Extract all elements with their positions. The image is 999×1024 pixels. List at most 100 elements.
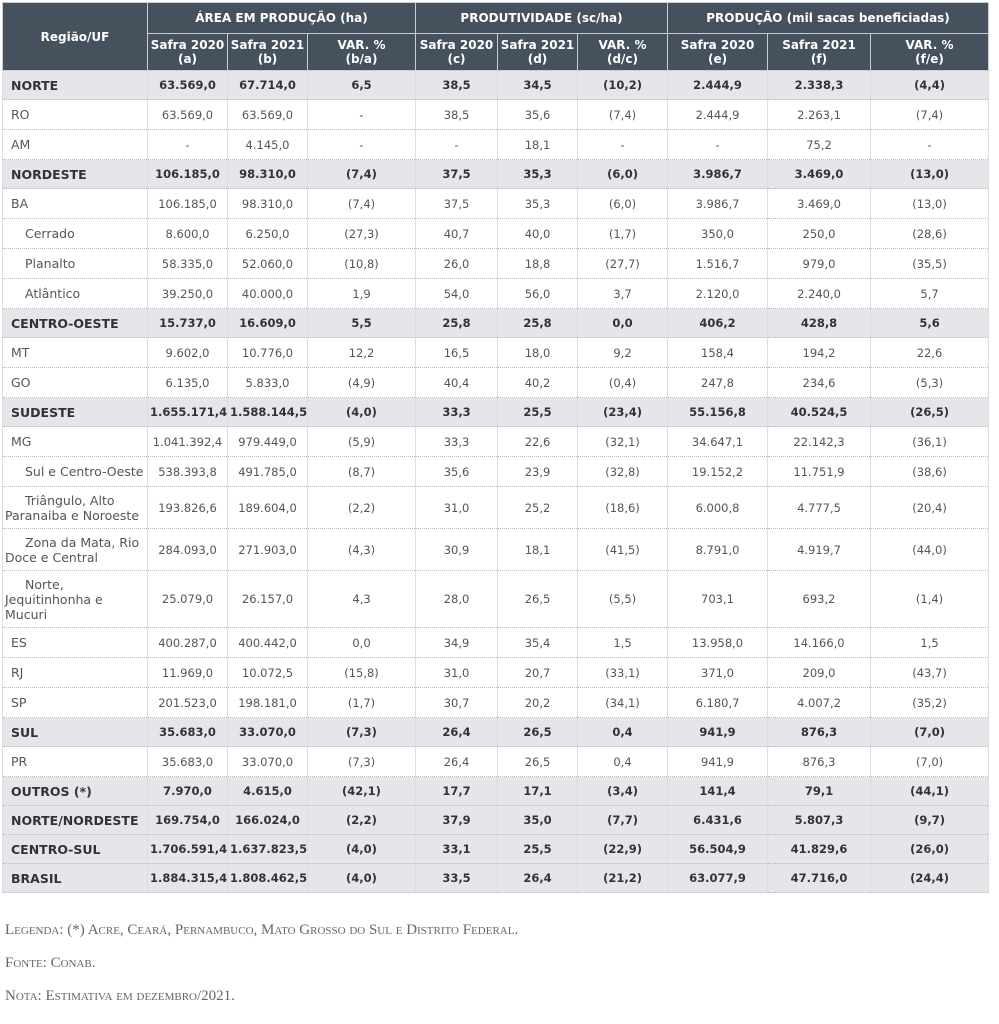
table-notes: Legenda: (*) Acre, Ceará, Pernambuco, Ma… bbox=[5, 922, 518, 1021]
value-cell: 10.776,0 bbox=[227, 337, 308, 368]
value-cell: 6.180,7 bbox=[667, 687, 769, 718]
table-row: CENTRO-OESTE 15.737,0 16.609,0 5,5 25,8 25,8 0… bbox=[2, 308, 990, 338]
value-cell: 5.833,0 bbox=[227, 367, 308, 398]
value-cell: (2,2) bbox=[307, 486, 416, 529]
value-cell: 2.338,3 bbox=[767, 70, 872, 100]
value-cell: - bbox=[870, 129, 990, 160]
value-cell: (7,4) bbox=[307, 159, 416, 189]
value-cell: 538.393,8 bbox=[147, 456, 228, 487]
value-cell: (7,3) bbox=[307, 717, 416, 747]
value-cell: 189.604,0 bbox=[227, 486, 308, 529]
value-cell: 703,1 bbox=[667, 570, 769, 628]
value-cell: (28,6) bbox=[870, 218, 990, 249]
value-cell: 2.444,9 bbox=[667, 70, 769, 100]
region-cell: Zona da Mata, Rio Doce e Central bbox=[2, 528, 148, 571]
value-cell: 40,0 bbox=[497, 218, 578, 249]
value-cell: 40,7 bbox=[415, 218, 498, 249]
value-cell: 35.683,0 bbox=[147, 746, 228, 777]
region-cell: SUL bbox=[2, 717, 148, 747]
table-row: BA 106.185,0 98.310,0 (7,4) 37,5 35,3 (6,0) 3.9… bbox=[2, 188, 990, 219]
value-cell: 39.250,0 bbox=[147, 278, 228, 309]
value-cell: 16,5 bbox=[415, 337, 498, 368]
value-cell: 40.524,5 bbox=[767, 397, 872, 427]
production-group-header: PRODUÇÃO (mil sacas beneficiadas) bbox=[667, 2, 990, 34]
value-cell: - bbox=[576, 129, 669, 160]
value-cell: (36,1) bbox=[870, 426, 990, 457]
value-cell: 20,2 bbox=[497, 687, 578, 718]
value-cell: (1,4) bbox=[870, 570, 990, 628]
estimate-note: Nota: Estimativa em dezembro/2021. bbox=[5, 988, 235, 1004]
value-cell: 17,7 bbox=[415, 776, 498, 806]
value-cell: 5,6 bbox=[870, 308, 990, 338]
table-row: RJ 11.969,0 10.072,5 (15,8) 31,0 20,7 (33,1) 37… bbox=[2, 657, 990, 688]
value-cell: 33.070,0 bbox=[227, 746, 308, 777]
value-cell: (7,4) bbox=[576, 99, 669, 130]
value-cell: 876,3 bbox=[767, 746, 872, 777]
value-cell: 35,6 bbox=[415, 456, 498, 487]
value-cell: 3.986,7 bbox=[667, 188, 769, 219]
table-row: BRASIL 1.884.315,4 1.808.462,5 (4,0) 33,5 26,… bbox=[2, 863, 990, 893]
region-cell: RO bbox=[2, 99, 148, 130]
value-cell: (20,4) bbox=[870, 486, 990, 529]
value-cell: 1.655.171,4 bbox=[147, 397, 228, 427]
value-cell: 1,5 bbox=[576, 627, 669, 658]
value-cell: 3.469,0 bbox=[767, 159, 872, 189]
value-cell: (7,3) bbox=[307, 746, 416, 777]
value-cell: 26,5 bbox=[497, 570, 578, 628]
subcolumn-header-line: (c) bbox=[447, 52, 466, 66]
value-cell: 41.829,6 bbox=[767, 834, 872, 864]
source-note: Fonte: Conab. bbox=[5, 955, 96, 971]
value-cell: - bbox=[307, 129, 416, 160]
value-cell: (4,0) bbox=[307, 834, 416, 864]
value-cell: 31,0 bbox=[415, 657, 498, 688]
table-row: NORTE/NORDESTE 169.754,0 166.024,0 (2,2) 37,… bbox=[2, 805, 990, 835]
value-cell: (44,1) bbox=[870, 776, 990, 806]
value-cell: 25,8 bbox=[415, 308, 498, 338]
value-cell: - bbox=[307, 99, 416, 130]
subcolumn-header: Safra 2021 (b) bbox=[227, 33, 308, 71]
subcolumn-header-line: (b) bbox=[257, 52, 278, 66]
value-cell: 63.077,9 bbox=[667, 863, 769, 893]
value-cell: (42,1) bbox=[307, 776, 416, 806]
region-cell: NORDESTE bbox=[2, 159, 148, 189]
region-cell: BRASIL bbox=[2, 863, 148, 893]
region-cell: MT bbox=[2, 337, 148, 368]
value-cell: (7,4) bbox=[307, 188, 416, 219]
value-cell: (4,4) bbox=[870, 70, 990, 100]
value-cell: (35,2) bbox=[870, 687, 990, 718]
value-cell: (15,8) bbox=[307, 657, 416, 688]
value-cell: 7.970,0 bbox=[147, 776, 228, 806]
region-cell: AM bbox=[2, 129, 148, 160]
productivity-group-header: PRODUTIVIDADE (sc/ha) bbox=[414, 2, 669, 34]
region-cell: SP bbox=[2, 687, 148, 718]
subcolumn-header-line: Safra 2020 bbox=[150, 38, 225, 52]
region-cell: OUTROS (*) bbox=[2, 776, 148, 806]
value-cell: (9,7) bbox=[870, 805, 990, 835]
value-cell: 428,8 bbox=[767, 308, 872, 338]
region-cell: NORTE/NORDESTE bbox=[2, 805, 148, 835]
value-cell: 0,0 bbox=[307, 627, 416, 658]
table-row: MG 1.041.392,4 979.449,0 (5,9) 33,3 22,6 (32,1… bbox=[2, 426, 990, 457]
value-cell: 54,0 bbox=[415, 278, 498, 309]
value-cell: 3.986,7 bbox=[667, 159, 769, 189]
table-row: OUTROS (*) 7.970,0 4.615,0 (42,1) 17,7 17,1 (3… bbox=[2, 776, 990, 806]
value-cell: 15.737,0 bbox=[147, 308, 228, 338]
value-cell: 166.024,0 bbox=[227, 805, 308, 835]
value-cell: 5,5 bbox=[307, 308, 416, 338]
region-cell: CENTRO-SUL bbox=[2, 834, 148, 864]
value-cell: 271.903,0 bbox=[227, 528, 308, 571]
value-cell: 25,5 bbox=[497, 397, 578, 427]
table-row: Norte, Jequitinhonha e Mucuri 25.079,0 26.… bbox=[2, 570, 990, 628]
value-cell: 26,4 bbox=[497, 863, 578, 893]
value-cell: (7,0) bbox=[870, 746, 990, 777]
value-cell: 37,5 bbox=[415, 188, 498, 219]
value-cell: 1.588.144,5 bbox=[227, 397, 308, 427]
value-cell: 979,0 bbox=[767, 248, 872, 279]
subcolumn-header-line: Safra 2020 bbox=[680, 38, 755, 52]
table-row: CENTRO-SUL 1.706.591,4 1.637.823,5 (4,0) 33,… bbox=[2, 834, 990, 864]
value-cell: 25.079,0 bbox=[147, 570, 228, 628]
region-cell: RJ bbox=[2, 657, 148, 688]
table-row: AM -4.145,0- -18,1- -75,2- bbox=[2, 129, 990, 160]
value-cell: (0,4) bbox=[576, 367, 669, 398]
region-cell: GO bbox=[2, 367, 148, 398]
